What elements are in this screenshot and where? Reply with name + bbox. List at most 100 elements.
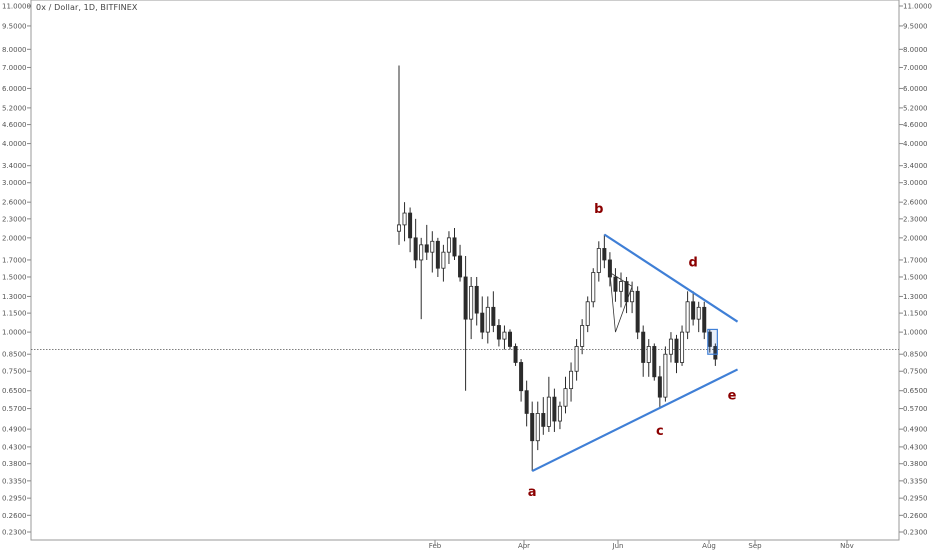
candle-body: [408, 212, 413, 239]
y-tick-label-right: 1.3000: [903, 293, 928, 301]
candle-body: [619, 281, 624, 292]
candle-body: [696, 306, 701, 320]
y-tick-label-left: 1.1500: [2, 310, 27, 318]
y-tick-label-right: 0.2300: [903, 529, 928, 537]
candle-body: [474, 285, 479, 314]
candle-body: [685, 301, 690, 333]
plot-frame: [30, 0, 900, 541]
candle-body: [607, 259, 612, 278]
y-tick-label-right: 0.6500: [903, 387, 928, 395]
x-tick-label: Sep: [748, 542, 762, 550]
candle-body: [574, 346, 579, 372]
y-tick-label-right: 3.0000: [903, 179, 928, 187]
trendline-upper: [603, 233, 739, 323]
y-tick-label-left: 1.7000: [2, 256, 27, 264]
y-tick-label-right: 2.0000: [903, 234, 928, 242]
y-tick-label-right: 2.6000: [903, 199, 928, 207]
y-tick-label-left: 8.0000: [2, 46, 27, 54]
candle-body: [519, 362, 524, 392]
candle-body: [613, 276, 618, 292]
candle-body: [441, 251, 446, 269]
candle-body: [635, 290, 640, 333]
y-tick-label-left: 6.0000: [2, 85, 27, 93]
y-tick-label-right: 11.0000: [903, 3, 932, 11]
y-tick-label-right: 1.7000: [903, 256, 928, 264]
y-tick-label-left: 0.7500: [2, 368, 27, 376]
y-tick-label-right: 6.0000: [903, 85, 928, 93]
candle-body: [435, 240, 440, 269]
wave-label-d: d: [688, 256, 697, 271]
y-tick-label-left: 11.0000: [2, 3, 31, 11]
candle-body: [657, 376, 662, 398]
candle-body: [585, 301, 590, 326]
candle-body: [691, 301, 696, 320]
trendline-lower: [531, 368, 739, 473]
x-tick-label: Jun: [612, 542, 624, 550]
wave-label-c: c: [656, 424, 664, 439]
y-tick-label-left: 4.6000: [2, 121, 27, 129]
candle-body: [680, 331, 685, 363]
y-tick-label-left: 2.0000: [2, 234, 27, 242]
candle-body: [541, 413, 546, 427]
y-tick-label-right: 7.0000: [903, 64, 928, 72]
y-tick-label-left: 0.6500: [2, 387, 27, 395]
y-tick-label-right: 0.3800: [903, 460, 928, 468]
y-tick-label-right: 2.3000: [903, 215, 928, 223]
y-tick-label-left: 0.2300: [2, 529, 27, 537]
candle-body: [419, 244, 424, 261]
wave-label-a: a: [528, 485, 537, 500]
y-tick-label-right: 8.0000: [903, 46, 928, 54]
y-tick-label-right: 9.5000: [903, 22, 928, 30]
candle-body: [491, 306, 496, 326]
y-tick-label-right: 0.4300: [903, 443, 928, 451]
candle-body: [641, 331, 646, 363]
y-tick-label-right: 0.7500: [903, 368, 928, 376]
candle-body: [424, 244, 429, 253]
candle-body: [452, 237, 457, 257]
candle-body: [458, 255, 463, 278]
y-tick-label-right: 1.1500: [903, 310, 928, 318]
candle-body: [485, 306, 490, 333]
candle-body: [496, 325, 501, 340]
candle-body: [480, 312, 485, 333]
x-tick-label: Feb: [429, 542, 442, 550]
y-tick-label-left: 3.4000: [2, 162, 27, 170]
x-tick-label: Aug: [702, 542, 716, 550]
candle-body: [580, 325, 585, 347]
y-tick-label-right: 0.3350: [903, 477, 928, 485]
y-tick-label-left: 0.2950: [2, 495, 27, 503]
y-tick-label-right: 0.4900: [903, 426, 928, 434]
candle-body: [646, 346, 651, 363]
x-tick-label: Nov: [840, 542, 854, 550]
y-tick-label-left: 5.2000: [2, 104, 27, 112]
candle-body: [668, 338, 673, 355]
y-tick-label-right: 1.0000: [903, 329, 928, 337]
y-tick-label-right: 4.0000: [903, 140, 928, 148]
candle-body: [674, 338, 679, 363]
candle-body: [630, 290, 635, 303]
y-tick-label-left: 0.4300: [2, 443, 27, 451]
candle-body: [502, 331, 507, 340]
y-tick-label-right: 0.5700: [903, 405, 928, 413]
y-tick-label-right: 1.5000: [903, 273, 928, 281]
candle-body: [557, 405, 562, 422]
candle-body: [552, 396, 557, 422]
wave-label-e: e: [728, 388, 737, 403]
candle-body: [463, 276, 468, 320]
y-tick-label-left: 3.0000: [2, 179, 27, 187]
candle-body: [602, 248, 607, 261]
candle-body: [446, 237, 451, 253]
y-tick-label-right: 3.4000: [903, 162, 928, 170]
candle-body: [535, 413, 540, 442]
y-tick-label-left: 0.4900: [2, 426, 27, 434]
candle-body: [513, 346, 518, 363]
candle-body: [596, 248, 601, 273]
candle-body: [469, 285, 474, 320]
chart-title: 0x / Dollar, 1D, BITFINEX: [36, 3, 138, 12]
y-tick-label-left: 1.3000: [2, 293, 27, 301]
candle-body: [569, 370, 574, 390]
candle-body: [591, 272, 596, 303]
y-tick-label-left: 0.3350: [2, 477, 27, 485]
wave-label-b: b: [594, 202, 603, 217]
